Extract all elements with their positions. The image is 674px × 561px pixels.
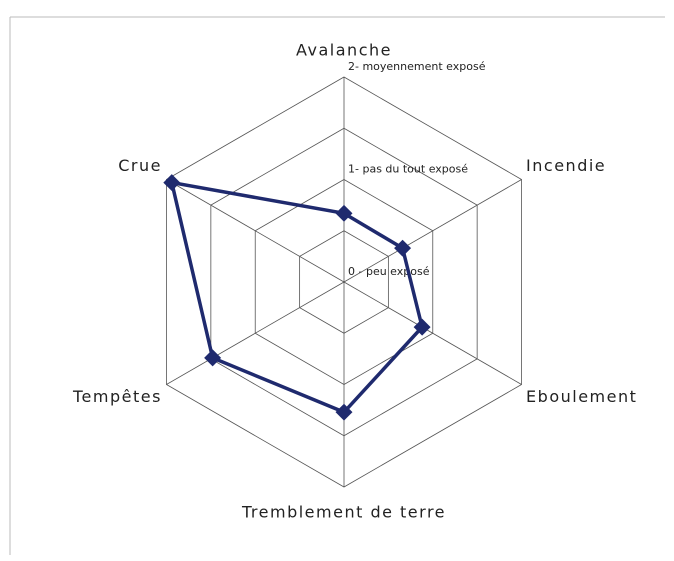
tick-label: 1- pas du tout exposé xyxy=(348,163,468,176)
category-label: Tempêtes xyxy=(72,387,162,406)
series-line xyxy=(169,180,425,415)
plot: 0 - peu exposé 1- pas du tout exposé 2- mo… xyxy=(72,41,637,522)
marker xyxy=(163,174,181,192)
spoke xyxy=(343,179,522,283)
tick-label: 2- moyennement exposé xyxy=(348,60,486,73)
spoke xyxy=(166,281,345,385)
spoke xyxy=(343,281,522,385)
category-label: Avalanche xyxy=(296,41,392,60)
marker xyxy=(413,318,431,336)
marker xyxy=(394,239,412,257)
category-label: Crue xyxy=(118,156,162,175)
marker xyxy=(335,204,353,222)
spoke xyxy=(166,179,345,283)
category-label: Incendie xyxy=(526,156,606,175)
category-label: Eboulement xyxy=(526,387,637,406)
marker xyxy=(204,349,222,367)
tick-label: 0 - peu exposé xyxy=(348,265,430,278)
category-label: Tremblement de terre xyxy=(241,503,446,522)
marker xyxy=(335,403,353,421)
